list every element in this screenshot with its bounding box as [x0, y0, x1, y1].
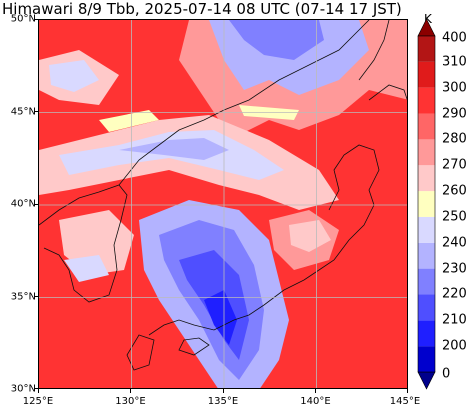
cloud-patch-e-warm	[289, 220, 331, 252]
cloud-band-diagonal-core	[119, 138, 229, 160]
colorbar-tick-label: 280	[442, 131, 467, 147]
lon-tick-135: 135°E	[207, 396, 239, 407]
map-area	[38, 19, 408, 389]
colorbar-tick-label: 260	[442, 183, 467, 199]
lon-tickmark	[407, 389, 408, 393]
colorbar-tick-label: 290	[442, 106, 467, 122]
lat-tick-30: 30°N	[10, 383, 36, 395]
convective-cluster-center	[204, 290, 237, 345]
colorbar-tick-label: 240	[442, 235, 467, 251]
colorbar-block	[418, 294, 435, 321]
colorbar-block	[418, 61, 435, 88]
colorbar-block	[418, 87, 435, 114]
lon-tick-125: 125°E	[22, 396, 54, 407]
colorbar-tick-label: 270	[442, 157, 467, 173]
lat-tickmark	[34, 388, 38, 389]
cloud-band-north-core	[229, 20, 324, 60]
colorbar-tick-label: 230	[442, 261, 467, 277]
lat-tickmark	[34, 19, 38, 20]
colorbar-block	[418, 320, 435, 347]
colorbar-tick-label: 310	[442, 54, 467, 70]
satellite-image	[39, 20, 407, 388]
lon-tick-140: 140°E	[300, 396, 331, 407]
colorbar-tick-label: 210	[442, 312, 467, 328]
lat-tick-35: 35°N	[10, 291, 36, 302]
lon-tickmark	[223, 389, 224, 393]
colorbar-block	[418, 139, 435, 166]
colorbar-tick-label: 220	[442, 286, 467, 302]
colorbar-extend-top	[417, 18, 436, 37]
colorbar-tick-label: 0	[442, 366, 451, 382]
lat-tickmark	[34, 296, 38, 297]
lat-tickmark	[34, 111, 38, 112]
lon-tickmark	[315, 389, 316, 393]
colorbar-block	[418, 191, 435, 217]
lat-tick-45: 45°N	[10, 106, 36, 117]
colorbar-tick-label: 250	[442, 209, 467, 225]
cloud-patch-nw-cold	[49, 60, 99, 92]
lon-tickmark	[130, 389, 131, 393]
colorbar-block	[418, 346, 435, 372]
cloud-streak-1	[99, 110, 159, 132]
colorbar-block	[418, 242, 435, 269]
colorbar-tick-label: 300	[442, 80, 467, 96]
colorbar-frame	[417, 35, 436, 373]
cloud-patch-w-cold	[64, 255, 109, 282]
colorbar-block	[418, 268, 435, 295]
colorbar-block	[418, 165, 435, 192]
lat-tick-50: 50°N	[10, 13, 36, 25]
colorbar-block	[418, 36, 435, 62]
colorbar-block	[418, 216, 435, 243]
colorbar-block	[418, 113, 435, 140]
lat-tickmark	[34, 204, 38, 205]
colorbar-unit: K	[424, 12, 432, 26]
colorbar-tick-label: 400	[442, 30, 467, 46]
lat-tick-40: 40°N	[10, 198, 36, 210]
lon-tick-130: 130°E	[115, 396, 146, 407]
gridlines	[39, 20, 407, 388]
colorbar-extend-bottom	[417, 371, 436, 390]
colorbar-tick-label: 200	[442, 338, 467, 354]
coastlines	[39, 20, 407, 371]
lon-tick-145: 145°E	[389, 396, 421, 407]
lon-tickmark	[38, 389, 39, 393]
map-title: Himawari 8/9 Tbb, 2025-07-14 08 UTC (07-…	[2, 0, 402, 18]
